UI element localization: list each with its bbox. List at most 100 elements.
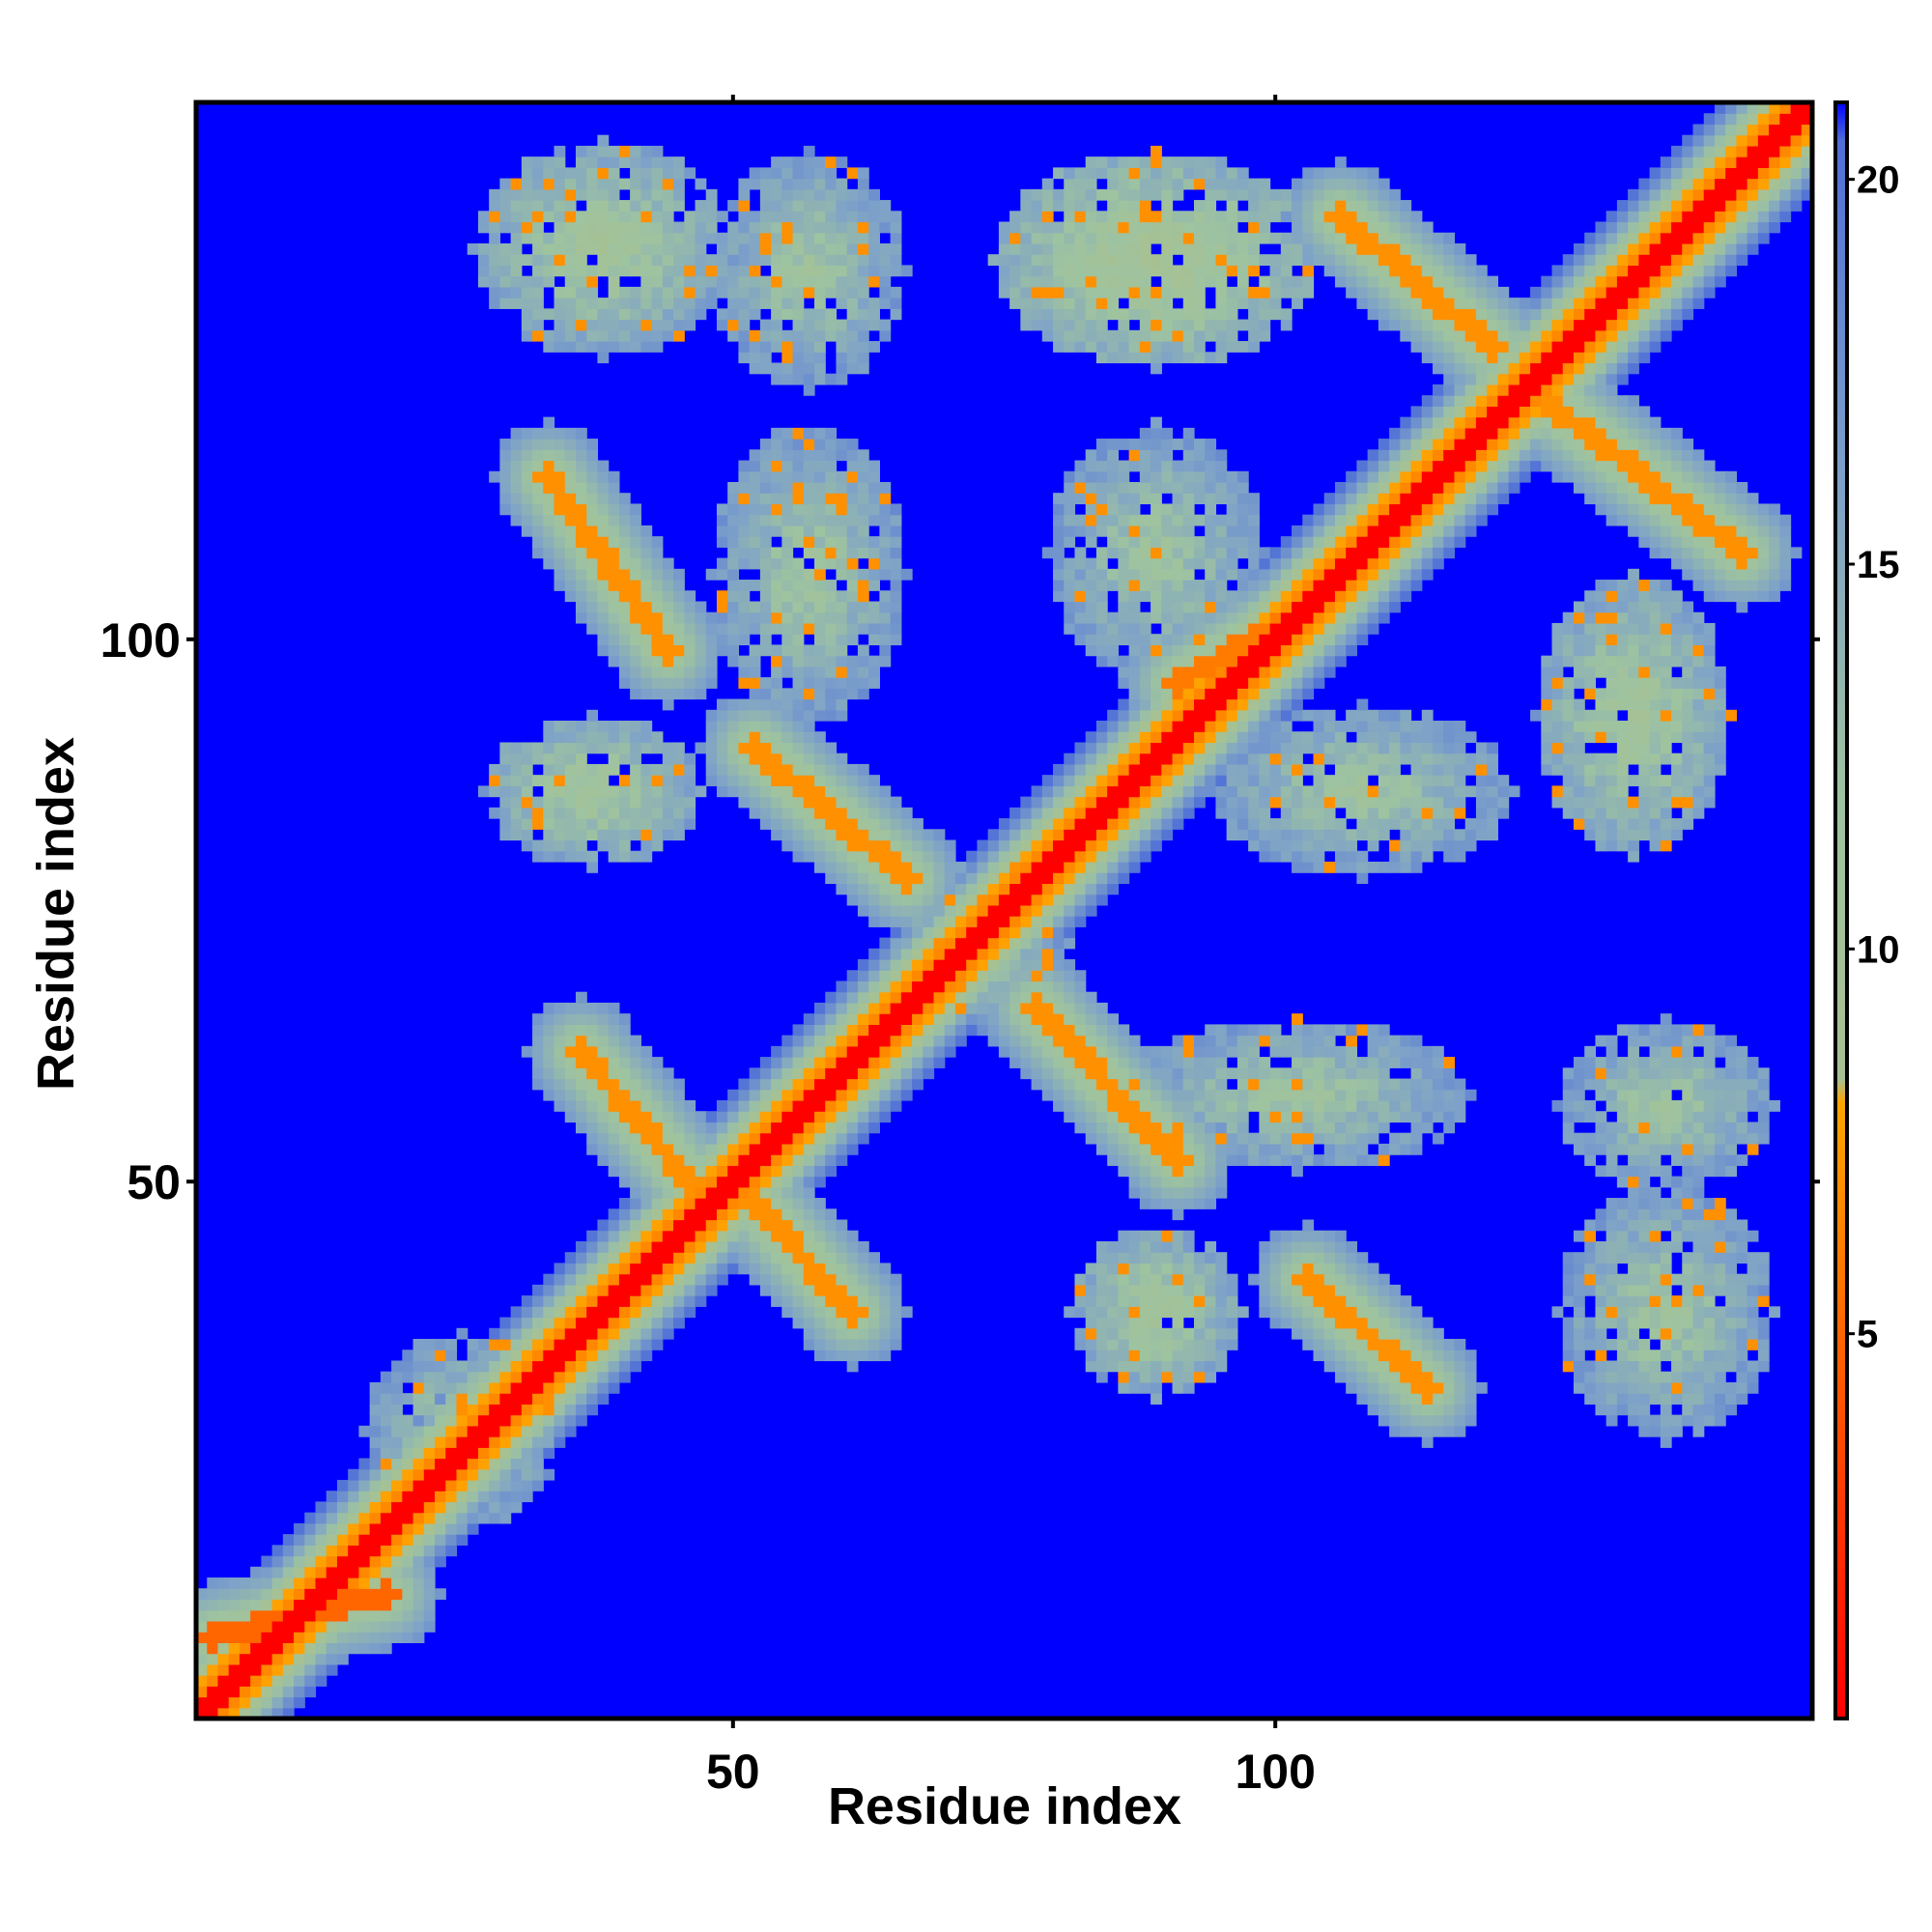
- heatmap-cell: [814, 1176, 826, 1188]
- heatmap-cell: [618, 1371, 631, 1383]
- heatmap-cell: [857, 655, 869, 668]
- heatmap-cell: [618, 731, 631, 744]
- heatmap-cell: [282, 1534, 295, 1546]
- heatmap-cell: [1236, 1067, 1249, 1080]
- heatmap-cell: [781, 709, 794, 722]
- heatmap-cell: [1053, 167, 1065, 180]
- heatmap-cell: [759, 439, 772, 450]
- heatmap-cell: [1107, 503, 1119, 516]
- heatmap-cell: [879, 286, 892, 298]
- heatmap-cell: [814, 1057, 826, 1068]
- heatmap-cell: [1095, 1111, 1108, 1123]
- heatmap-cell: [1226, 254, 1238, 267]
- heatmap-cell: [618, 829, 631, 841]
- heatmap-cell: [618, 1132, 631, 1145]
- heatmap-cell: [977, 959, 989, 971]
- heatmap-cell: [1118, 850, 1130, 863]
- heatmap-cell: [1236, 731, 1249, 744]
- heatmap-cell: [1205, 319, 1217, 331]
- heatmap-cell: [792, 1089, 805, 1101]
- heatmap-cell: [1172, 1263, 1184, 1275]
- heatmap-cell: [727, 1263, 740, 1275]
- heatmap-cell: [695, 221, 707, 234]
- heatmap-cell: [771, 329, 782, 342]
- heatmap-cell: [673, 265, 685, 277]
- heatmap-cell: [1236, 677, 1249, 689]
- heatmap-cell: [554, 829, 566, 841]
- heatmap-cell: [271, 1588, 284, 1601]
- heatmap-cell: [912, 872, 923, 885]
- heatmap-cell: [1193, 308, 1206, 321]
- heatmap-cell: [608, 1035, 620, 1047]
- heatmap-cell: [1128, 503, 1141, 516]
- heatmap-cell: [868, 959, 880, 971]
- heatmap-cell: [771, 1045, 782, 1058]
- heatmap-cell: [1041, 775, 1054, 786]
- heatmap-cell: [456, 1371, 469, 1383]
- heatmap-cell: [358, 1501, 371, 1514]
- heatmap-cell: [1259, 731, 1271, 744]
- heatmap-cell: [868, 232, 880, 244]
- heatmap-cell: [651, 200, 664, 212]
- heatmap-cell: [597, 221, 610, 234]
- heatmap-cell: [597, 1273, 610, 1286]
- heatmap-cell: [1259, 1154, 1271, 1166]
- heatmap-cell: [890, 611, 902, 624]
- heatmap-cell: [1085, 763, 1097, 776]
- heatmap-cell: [640, 1132, 653, 1145]
- heatmap-cell: [781, 1176, 794, 1188]
- heatmap-cell: [900, 1057, 913, 1068]
- heatmap-cell: [435, 1339, 446, 1350]
- heatmap-cell: [684, 232, 696, 244]
- heatmap-cell: [521, 439, 533, 450]
- heatmap-cell: [651, 742, 664, 754]
- heatmap-cell: [1205, 200, 1217, 212]
- heatmap-cell: [1161, 1252, 1174, 1264]
- heatmap-cell: [1031, 796, 1043, 809]
- heatmap-cell: [423, 1447, 436, 1460]
- heatmap-cell: [1128, 580, 1141, 591]
- heatmap-cell: [554, 1339, 566, 1350]
- heatmap-cell: [630, 286, 641, 298]
- heatmap-cell: [738, 1230, 751, 1242]
- heatmap-cell: [1074, 242, 1087, 255]
- heatmap-cell: [207, 1642, 219, 1655]
- heatmap-cell: [435, 1545, 446, 1557]
- heatmap-cell: [857, 590, 869, 603]
- heatmap-cell: [814, 200, 826, 212]
- heatmap-cell: [1215, 156, 1228, 168]
- heatmap-cell: [499, 1414, 512, 1427]
- heatmap-cell: [1248, 721, 1260, 732]
- heatmap-cell: [781, 1078, 794, 1091]
- heatmap-cell: [651, 1273, 664, 1286]
- heatmap-cell: [521, 775, 533, 786]
- heatmap-cell: [738, 493, 751, 505]
- heatmap-cell: [1215, 1099, 1228, 1112]
- heatmap-cell: [499, 1512, 512, 1524]
- heatmap-cell: [1118, 254, 1130, 267]
- heatmap-cell: [543, 807, 555, 819]
- heatmap-cell: [575, 1078, 587, 1091]
- heatmap-cell: [1118, 622, 1130, 635]
- heatmap-cell: [586, 493, 599, 505]
- heatmap-cell: [771, 1219, 782, 1232]
- heatmap-cell: [196, 1620, 208, 1633]
- heatmap-cell: [1151, 753, 1162, 765]
- heatmap-cell: [380, 1371, 392, 1383]
- heatmap-cell: [532, 265, 544, 277]
- heatmap-cell: [489, 1512, 500, 1524]
- heatmap-cell: [792, 493, 805, 505]
- heatmap-cell: [1118, 829, 1130, 841]
- heatmap-cell: [358, 1566, 371, 1578]
- heatmap-cell: [228, 1707, 241, 1719]
- heatmap-cell: [608, 1381, 620, 1394]
- heatmap-cell: [857, 1078, 869, 1091]
- heatmap-cell: [1095, 557, 1108, 570]
- heatmap-cell: [412, 1491, 425, 1503]
- heatmap-cell: [879, 1035, 892, 1047]
- heatmap-cell: [640, 536, 653, 548]
- heatmap-cell: [1128, 167, 1141, 180]
- heatmap-cell: [912, 926, 923, 939]
- heatmap-cell: [1064, 1002, 1076, 1014]
- heatmap-cell: [597, 775, 610, 786]
